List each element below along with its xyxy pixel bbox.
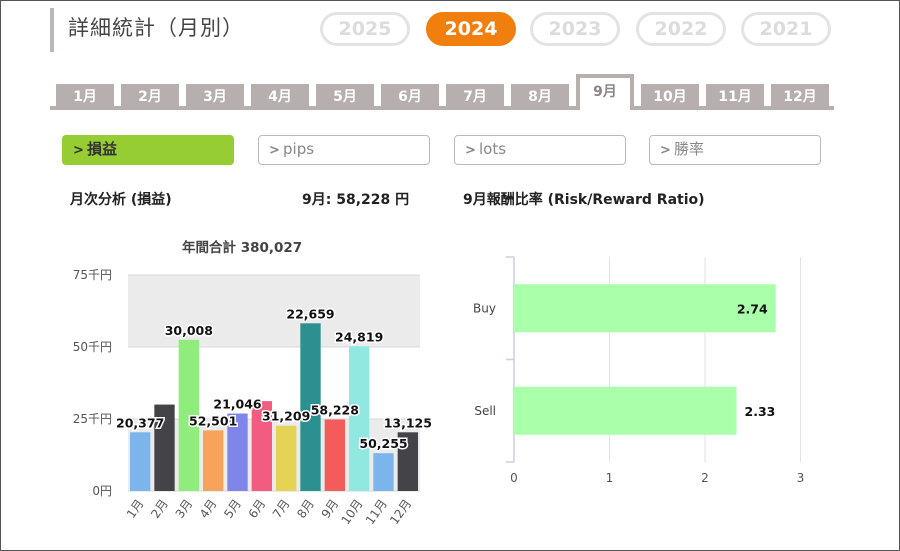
x-tick-label: 9月: [319, 497, 342, 521]
bar-10月: [349, 346, 370, 491]
monthly-profit-chart: 0円 25千円 50千円 75千円 20,377 30,008 52,50121,04631…: [73, 268, 434, 527]
y-tick-label: Sell: [474, 404, 496, 418]
x-tick-label: 3月: [173, 497, 196, 521]
y-tick-label: 0円: [92, 484, 112, 498]
metric-label: 損益: [87, 140, 118, 158]
month-tab-6[interactable]: 6月: [381, 84, 439, 110]
month-tab-7[interactable]: 7月: [446, 84, 504, 110]
metric-button-winrate[interactable]: > 勝率: [649, 135, 821, 165]
bar-7月: [276, 425, 297, 491]
monthly-section-title: 月次分析 (損益): [70, 192, 172, 208]
bar-6月: [251, 401, 272, 491]
bar-buy: [514, 284, 776, 333]
bar-3月: [178, 339, 199, 491]
risk-reward-chart: 0 1 2 3 Buy 2.74 Sell 2.33: [473, 256, 805, 485]
metric-button-lots[interactable]: > lots: [454, 135, 626, 165]
month-tab-8[interactable]: 8月: [511, 84, 569, 110]
data-label: 50,255: [359, 436, 407, 451]
bar-8月: [300, 323, 321, 491]
bar-9月: [324, 419, 345, 491]
year-tab-2025[interactable]: 2025: [320, 12, 410, 46]
year-tab-2021[interactable]: 2021: [741, 12, 831, 46]
grid-band: [128, 275, 420, 347]
month-tab-5[interactable]: 5月: [316, 84, 374, 110]
chevron-right-icon: >: [73, 143, 84, 158]
month-tab-10[interactable]: 10月: [641, 84, 699, 110]
data-label: 52,501: [189, 413, 237, 428]
data-label: 30,008: [165, 323, 213, 338]
selected-month-summary: 9月: 58,228 円: [302, 192, 410, 208]
x-tick-label: 0: [510, 471, 518, 485]
chevron-right-icon: >: [465, 143, 476, 158]
bar-sell: [514, 386, 737, 435]
grid-band: [128, 419, 420, 491]
bar-1月: [130, 432, 151, 491]
data-label: 13,125: [384, 415, 432, 430]
year-tab-2022[interactable]: 2022: [636, 12, 726, 46]
metric-button-profit[interactable]: > 損益: [62, 135, 234, 165]
data-label: 24,819: [335, 329, 383, 344]
month-tab-4[interactable]: 4月: [251, 84, 309, 110]
metric-button-pips[interactable]: > pips: [258, 135, 430, 165]
data-label: 21,046: [213, 397, 262, 412]
y-tick-label: 25千円: [73, 412, 112, 426]
bar-4月: [203, 430, 224, 491]
bar-2月: [154, 404, 175, 491]
data-label: 58,228: [311, 403, 359, 418]
ratio-section-title: 9月報酬比率 (Risk/Reward Ratio): [463, 192, 705, 208]
month-tab-12[interactable]: 12月: [771, 84, 829, 110]
data-label: 22,659: [286, 306, 334, 321]
y-tick-label: 50千円: [73, 340, 112, 354]
month-tab-1[interactable]: 1月: [56, 84, 114, 110]
x-tick-label: 1月: [124, 497, 147, 521]
metric-label: lots: [479, 140, 507, 158]
x-tick-label: 2月: [148, 497, 171, 521]
chevron-right-icon: >: [269, 143, 280, 158]
data-label: 2.74: [737, 301, 768, 316]
month-tab-2[interactable]: 2月: [121, 84, 179, 110]
y-tick-label: 75千円: [73, 268, 112, 282]
x-tick-label: 3: [797, 471, 805, 485]
y-tick-label: Buy: [473, 301, 496, 315]
month-tab-11[interactable]: 11月: [706, 84, 764, 110]
bar-12月: [397, 432, 418, 491]
data-label: 2.33: [745, 404, 776, 419]
x-tick-label: 1: [606, 471, 614, 485]
x-tick-label: 6月: [246, 497, 269, 521]
year-tab-2024[interactable]: 2024: [426, 12, 516, 46]
month-tab-3[interactable]: 3月: [186, 84, 244, 110]
x-tick-label: 5月: [221, 497, 244, 521]
x-tick-label: 4月: [197, 497, 220, 521]
year-tab-2023[interactable]: 2023: [530, 12, 620, 46]
annual-total: 年間合計 380,027: [182, 240, 303, 256]
metric-label: pips: [283, 140, 315, 158]
bar-5月: [227, 413, 248, 491]
x-tick-label: 10月: [339, 497, 366, 527]
data-label: 31,209: [262, 409, 310, 424]
metric-label: 勝率: [674, 140, 705, 158]
month-tabs: 1月 2月 3月 4月 5月 6月 7月 8月 9月 10月 11月 12月: [50, 74, 834, 110]
x-tick-label: 2: [701, 471, 709, 485]
bar-11月: [373, 453, 394, 491]
x-tick-label: 7月: [270, 497, 293, 521]
x-tick-label: 12月: [387, 497, 414, 527]
month-tab-underline: [50, 106, 834, 110]
data-label: 20,377: [116, 415, 164, 430]
chevron-right-icon: >: [660, 143, 671, 158]
page-title: 詳細統計（月別）: [50, 8, 244, 52]
month-tab-9[interactable]: 9月: [576, 74, 634, 110]
x-tick-label: 11月: [363, 497, 390, 527]
x-tick-label: 8月: [294, 497, 317, 521]
